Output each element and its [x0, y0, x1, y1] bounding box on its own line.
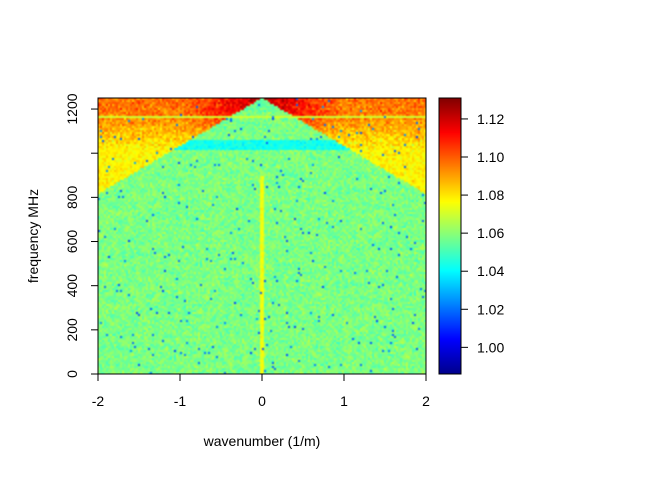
x-tick-label: -1 — [174, 393, 187, 409]
colorbar-tick-label: 1.04 — [477, 263, 504, 279]
colorbar-tick-label: 1.06 — [477, 225, 504, 241]
colorbar-tick-label: 1.02 — [477, 301, 504, 317]
plot-area — [97, 97, 427, 375]
y-tick-label: 800 — [64, 185, 80, 209]
heatmap-raster — [98, 98, 426, 374]
x-tick-label: 2 — [422, 393, 430, 409]
colorbar-gradient — [439, 98, 461, 374]
colorbar-tick-label: 1.00 — [477, 339, 504, 355]
x-axis-label: wavenumber (1/m) — [203, 433, 321, 449]
x-axis: -2 -1 0 1 2 — [92, 373, 430, 409]
y-tick-label: 0 — [64, 370, 80, 378]
y-axis: 0 200 400 600 800 1200 — [64, 93, 99, 378]
y-tick-label: 1200 — [64, 93, 80, 124]
colorbar-tick-label: 1.12 — [477, 111, 504, 127]
y-tick-label: 400 — [64, 274, 80, 298]
x-tick-label: 0 — [258, 393, 266, 409]
colorbar-tick-label: 1.10 — [477, 149, 504, 165]
y-tick-label: 200 — [64, 318, 80, 342]
y-tick-label: 600 — [64, 230, 80, 254]
y-axis-label: frequency MHz — [25, 189, 41, 283]
colorbar-frame — [438, 97, 462, 375]
x-tick-label: -2 — [92, 393, 105, 409]
x-tick-label: 1 — [340, 393, 348, 409]
colorbar-tick-label: 1.08 — [477, 187, 504, 203]
colorbar: 1.00 1.02 1.04 1.06 1.08 1.10 1.12 — [438, 97, 504, 375]
